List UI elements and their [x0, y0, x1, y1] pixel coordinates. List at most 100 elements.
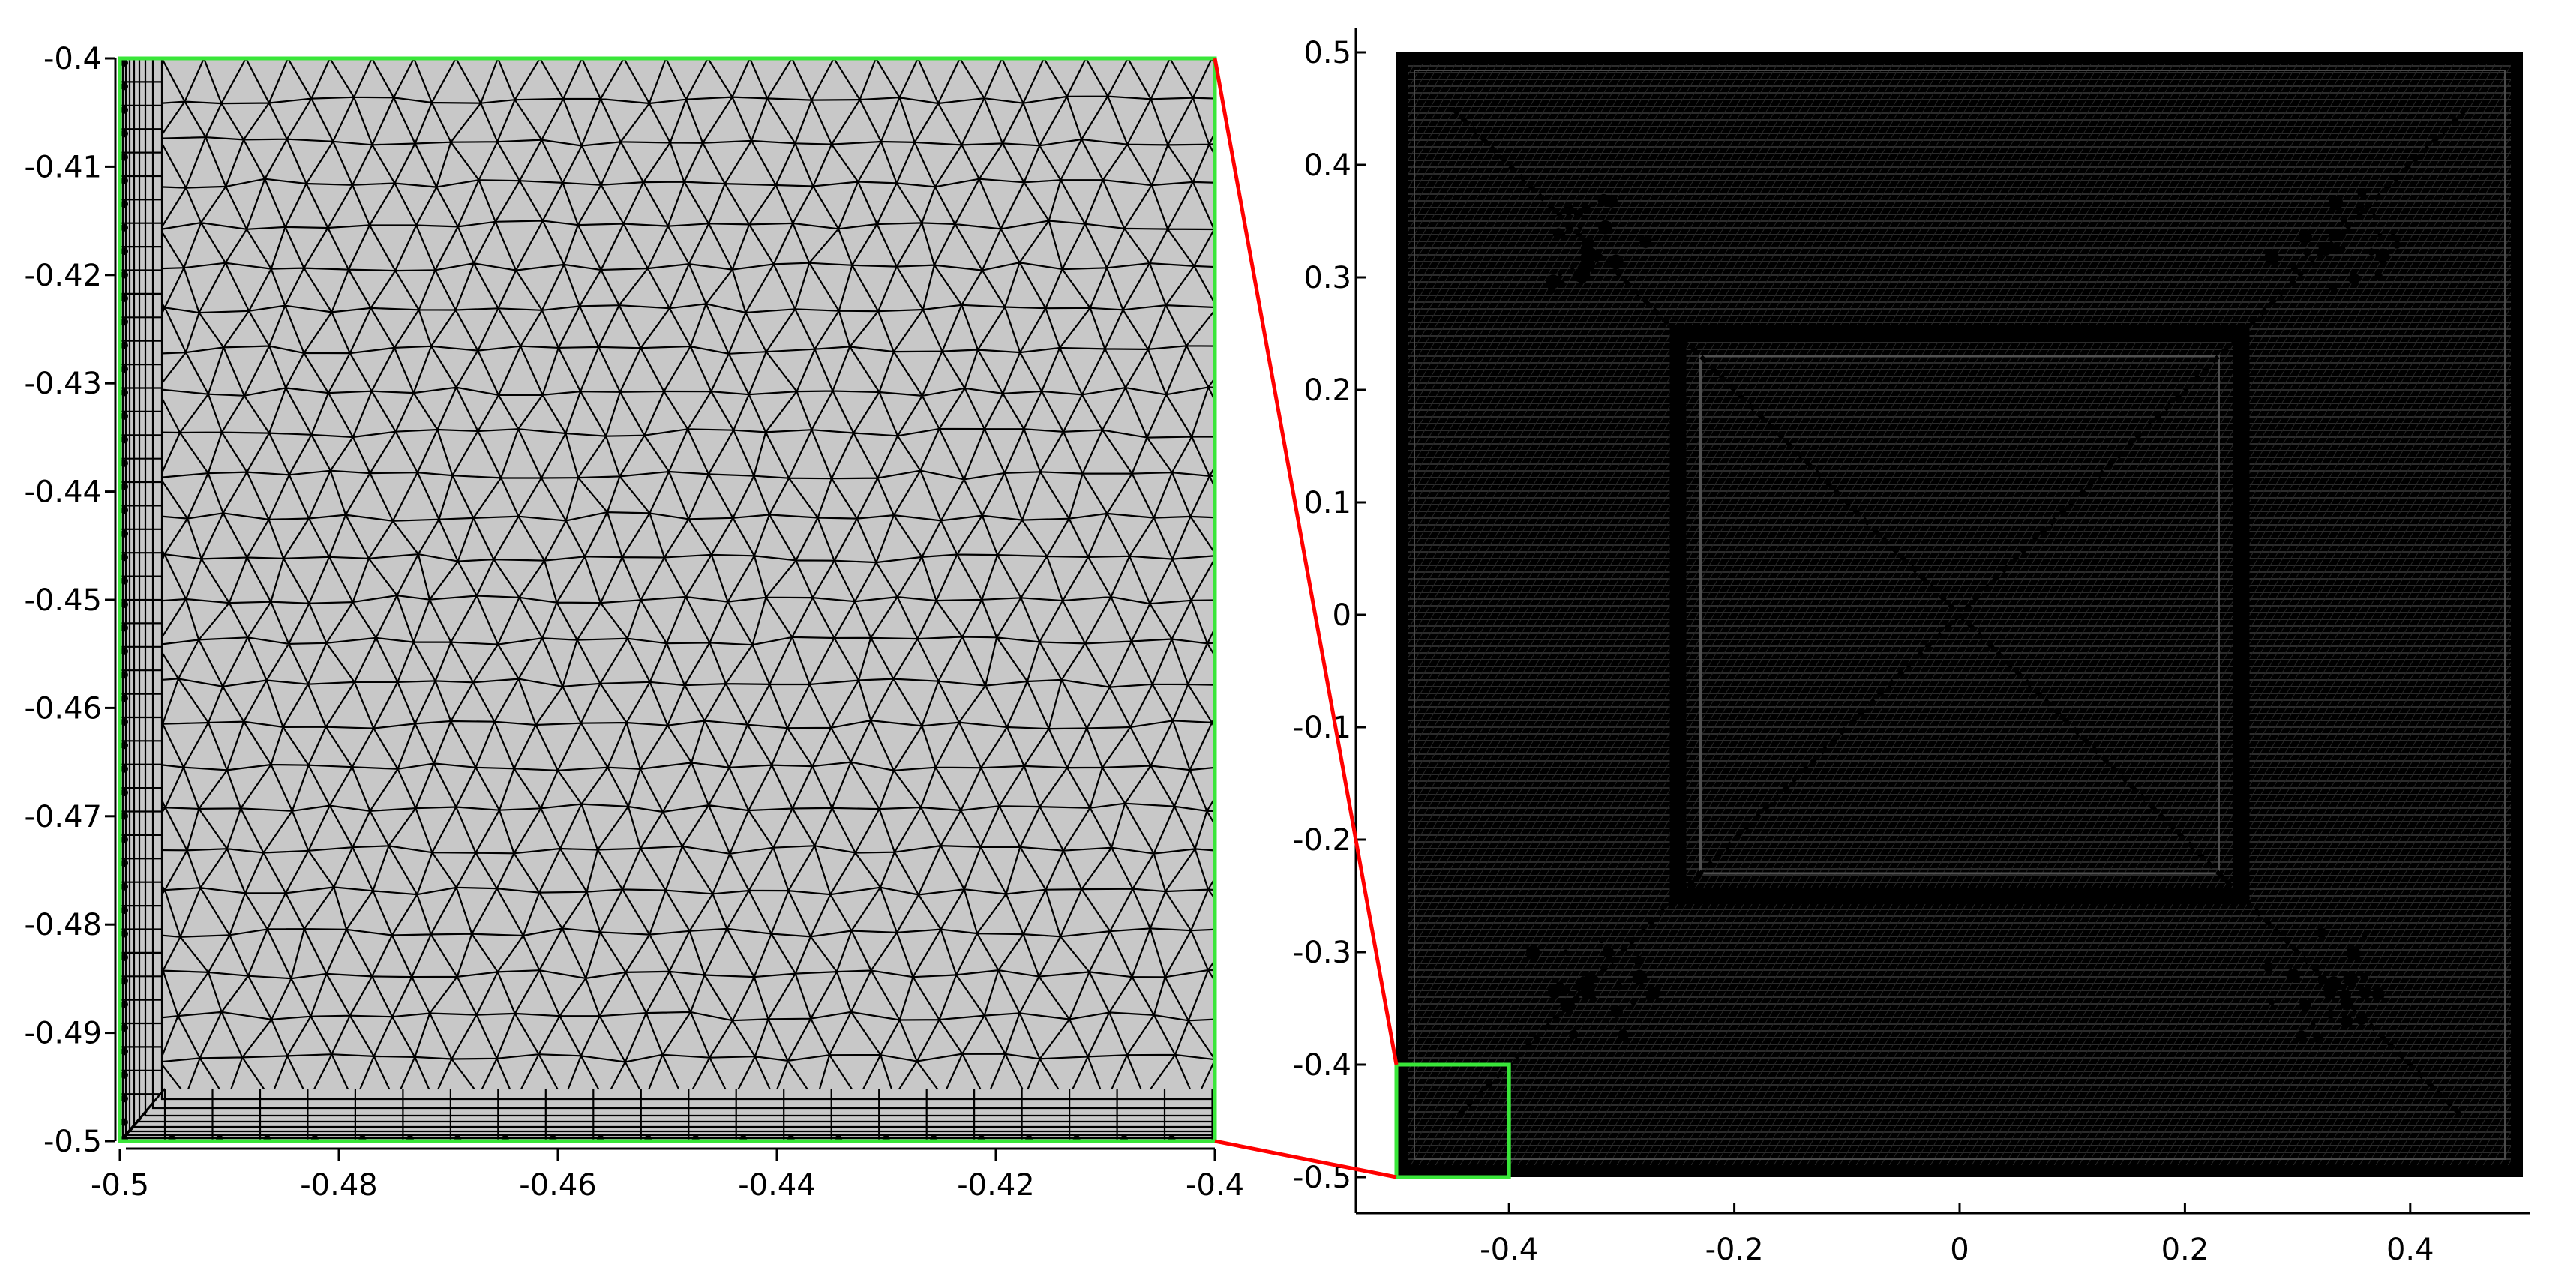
y-tick-label: 0.4	[1303, 148, 1351, 183]
corner-refinement-cluster	[1645, 995, 1651, 1001]
corner-refinement-cluster	[2374, 272, 2383, 280]
y-tick-label: -0.44	[25, 475, 103, 510]
y-tick-label: 0.1	[1303, 486, 1351, 520]
boundary-node	[121, 365, 128, 373]
corner-refinement-cluster	[2362, 935, 2368, 941]
boundary-node	[121, 1118, 128, 1126]
x-tick-label: -0.4	[1480, 1233, 1538, 1267]
boundary-node	[121, 765, 128, 773]
boundary-node	[121, 882, 128, 891]
boundary-node	[121, 1000, 128, 1008]
y-tick-label: -0.4	[1293, 1048, 1351, 1083]
corner-refinement-cluster	[1569, 1029, 1579, 1039]
zoom-region-frame	[118, 56, 1217, 1143]
boundary-node	[121, 247, 128, 256]
corner-refinement-cluster	[2345, 228, 2351, 234]
corner-refinement-cluster	[2360, 972, 2369, 981]
boundary-node	[121, 271, 128, 279]
corner-refinement-cluster	[2264, 250, 2279, 265]
y-tick-label: -0.1	[1293, 711, 1351, 745]
corner-refinement-cluster	[2343, 971, 2358, 987]
corner-refinement-cluster	[1560, 997, 1575, 1013]
corner-refinement-cluster	[2318, 243, 2330, 255]
x-tick-label: -0.46	[519, 1168, 597, 1203]
corner-refinement-cluster	[1617, 1029, 1629, 1041]
x-tick-label: 0.2	[2161, 1233, 2209, 1267]
corner-refinement-cluster	[2317, 975, 2328, 985]
corner-refinement-cluster	[2368, 248, 2375, 256]
corner-refinement-cluster	[2355, 1013, 2368, 1026]
y-tick-label: -0.5	[43, 1125, 102, 1159]
boundary-node	[121, 436, 128, 444]
x-tick-label: 0	[1950, 1233, 1969, 1267]
boundary-node	[121, 294, 128, 302]
corner-refinement-cluster	[2269, 999, 2275, 1005]
boundary-node	[121, 106, 128, 114]
corner-refinement-cluster	[1570, 264, 1576, 270]
boundary-node	[121, 506, 128, 514]
corner-refinement-cluster	[2371, 214, 2377, 219]
boundary-node	[121, 177, 128, 184]
y-tick-label: 0.5	[1303, 36, 1351, 70]
corner-refinement-cluster	[2326, 1009, 2335, 1019]
left-y-axis: -0.4 -0.41 -0.42 -0.43 -0.44 -0.45 -0.46 -0.47 -…	[25, 42, 117, 1159]
corner-refinement-cluster	[2290, 264, 2298, 271]
boundary-node	[121, 835, 128, 843]
corner-refinement-cluster	[1610, 1005, 1624, 1018]
y-tick-label: 0.2	[1303, 373, 1351, 408]
corner-refinement-cluster	[1567, 243, 1572, 248]
y-tick-label: -0.41	[25, 150, 103, 184]
corner-refinement-cluster	[2329, 283, 2338, 292]
corner-refinement-cluster	[2328, 196, 2344, 211]
corner-refinement-cluster	[1581, 257, 1596, 272]
corner-refinement-cluster	[2286, 969, 2300, 983]
right-y-axis: 0.50.40.30.20.10-0.1-0.2-0.3-0.4-0.5	[1293, 28, 1366, 1213]
x-tick-label: -0.2	[1705, 1233, 1764, 1267]
corner-refinement-cluster	[2341, 998, 2353, 1011]
zoom-connector-top	[1213, 58, 1399, 1065]
boundary-node	[121, 859, 128, 867]
corner-refinement-cluster	[1558, 230, 1566, 238]
y-tick-label: -0.48	[25, 908, 103, 942]
corner-refinement-cluster	[1598, 937, 1605, 944]
corner-refinement-cluster	[1525, 945, 1540, 960]
boundary-node	[121, 977, 128, 985]
corner-refinement-cluster	[2313, 1034, 2322, 1043]
boundary-node	[121, 529, 128, 538]
boundary-node	[121, 483, 128, 490]
diagonal-refinement-lines	[1450, 106, 2469, 1123]
right-x-axis: -0.4 -0.2 0 0.2 0.4	[1356, 1203, 2530, 1267]
boundary-node	[121, 223, 128, 232]
boundary-node	[121, 59, 128, 67]
corner-refinement-cluster	[1587, 987, 1595, 996]
x-tick-label: -0.5	[91, 1168, 149, 1203]
boundary-node	[121, 388, 128, 397]
boundary-node	[121, 1024, 128, 1032]
corner-refinement-cluster	[2325, 986, 2332, 993]
corner-refinement-cluster	[1608, 978, 1613, 983]
corner-refinement-cluster	[1647, 987, 1660, 1000]
corner-refinement-cluster	[2339, 989, 2352, 1002]
corner-refinement-cluster	[2355, 202, 2365, 212]
corner-refinement-cluster	[1590, 996, 1597, 1002]
corner-refinement-cluster	[2346, 946, 2361, 961]
corner-refinement-cluster	[2371, 987, 2385, 1001]
boundary-node	[121, 789, 128, 797]
corner-refinement-cluster	[2296, 1030, 2307, 1041]
corner-refinement-cluster	[1630, 998, 1637, 1005]
corner-refinement-cluster	[2298, 229, 2312, 244]
corner-refinement-cluster	[1573, 268, 1588, 283]
y-tick-label: -0.45	[25, 583, 103, 618]
boundary-node	[121, 153, 128, 161]
corner-refinement-cluster	[2341, 218, 2347, 224]
full-mesh-features	[1396, 52, 2523, 1177]
boundary-node	[121, 412, 128, 420]
y-tick-label: -0.4	[43, 42, 102, 76]
zoomed-mesh-panel: -0.5 -0.48 -0.46 -0.44 -0.42 -0.4 -0.4-0.41-0…	[25, 42, 1245, 1203]
boundary-node	[121, 812, 128, 820]
x-tick-label: 0.4	[2386, 1233, 2434, 1267]
x-tick-label: -0.48	[300, 1168, 378, 1203]
corner-refinement-cluster	[1633, 956, 1645, 966]
boundary-node	[121, 459, 128, 467]
full-mesh-panel: -0.4 -0.2 0 0.2 0.4 0.5 0.4 0.3 0.2 0.1 0 -0.1 -0.2…	[1293, 28, 2530, 1267]
